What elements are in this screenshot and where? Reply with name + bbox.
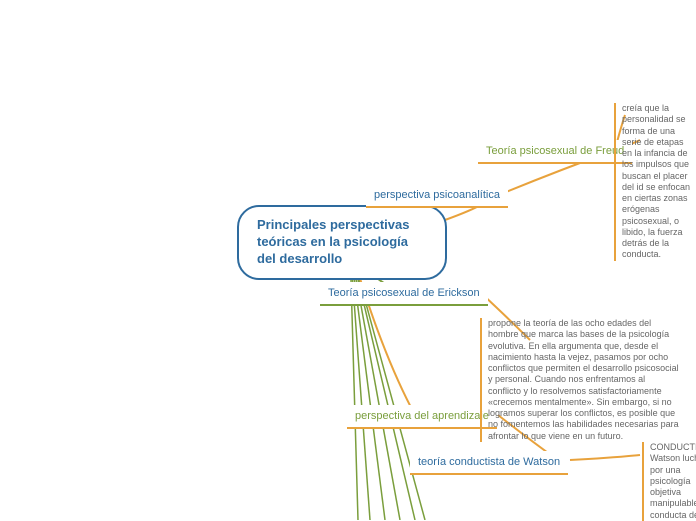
text-watson_desc: CONDUCTISMO Watson luchó por una psicolo… (642, 442, 696, 521)
node-psicoanalitica[interactable]: perspectiva psicoanalítica (366, 184, 508, 208)
text-freud_desc: creía que la personalidad se forma de un… (614, 103, 696, 261)
node-watson[interactable]: teoría conductista de Watson (410, 451, 568, 475)
node-erickson[interactable]: Teoría psicosexual de Erickson (320, 282, 488, 306)
node-aprendizaje[interactable]: perspectiva del aprendizaje (347, 405, 497, 429)
node-freud[interactable]: Teoría psicosexual de Freud (478, 140, 632, 164)
text-erickson_desc: propone la teoría de las ocho edades del… (480, 318, 680, 442)
root-node[interactable]: Principales perspectivas teóricas en la … (237, 205, 447, 280)
